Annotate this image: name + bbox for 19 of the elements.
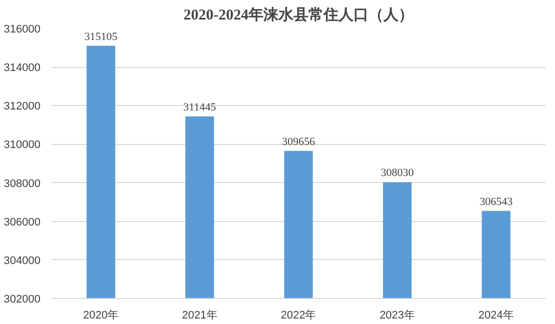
y-tick-label: 306000	[4, 216, 41, 228]
data-label: 309656	[282, 136, 316, 148]
x-tick-label: 2024年	[478, 310, 514, 322]
y-tick-label: 310000	[4, 139, 41, 152]
y-tick-label: 316000	[4, 24, 41, 36]
x-tick-label: 2022年	[280, 310, 316, 322]
chart-title: 2020-2024年涞水县常住人口（人）	[184, 6, 414, 24]
y-tick-label: 312000	[4, 100, 41, 113]
data-label: 315105	[84, 30, 118, 43]
y-tick-label: 314000	[4, 62, 41, 74]
x-tick-label: 2020年	[83, 310, 119, 322]
x-tick-label: 2023年	[380, 310, 416, 322]
y-tick-label: 308000	[4, 178, 41, 190]
data-label: 308030	[380, 167, 414, 180]
y-tick-label: 304000	[4, 254, 41, 267]
data-label: 306543	[480, 196, 514, 208]
y-tick-label: 302000	[4, 294, 41, 306]
x-tick-label: 2021年	[182, 310, 218, 322]
data-label: 311445	[183, 101, 216, 114]
